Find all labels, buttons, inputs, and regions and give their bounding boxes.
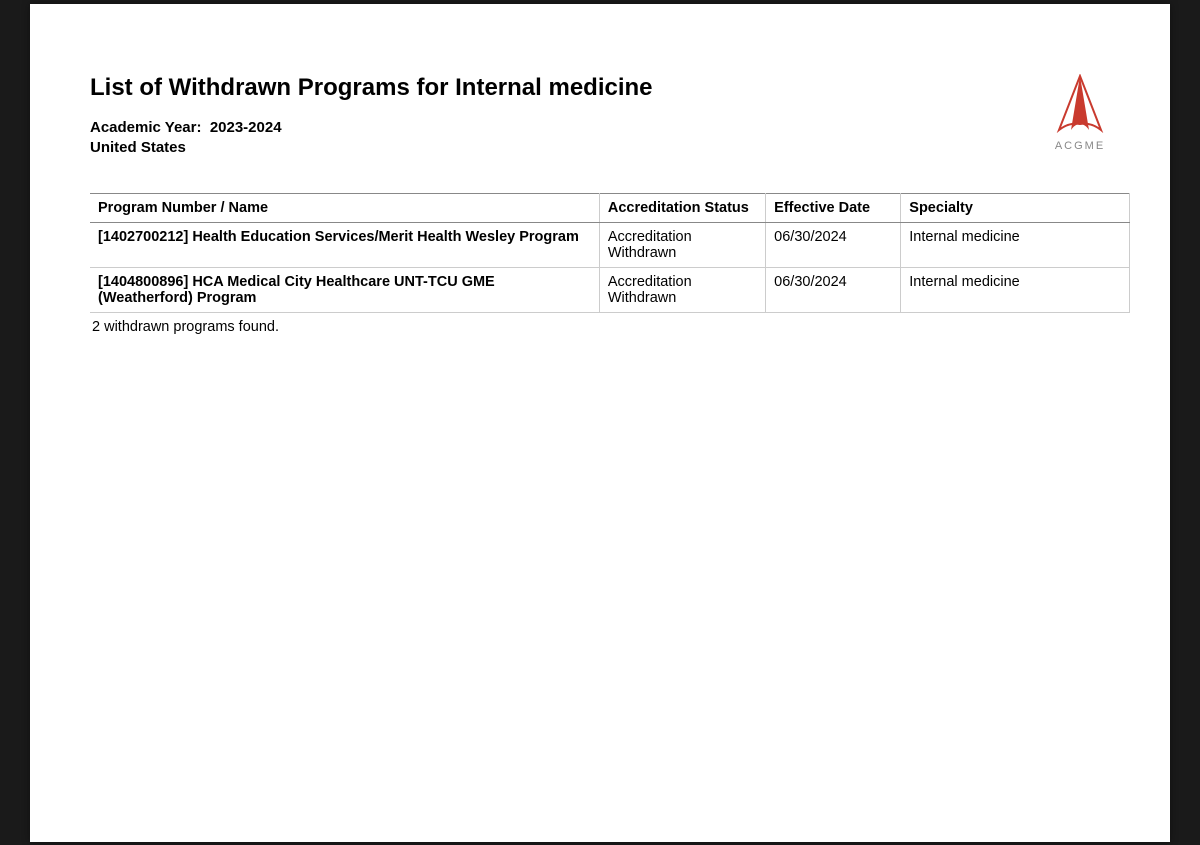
cell-program: [1404800896] HCA Medical City Healthcare… xyxy=(90,268,599,313)
cell-status: Accreditation Withdrawn xyxy=(599,268,765,313)
cell-specialty: Internal medicine xyxy=(901,268,1130,313)
page-title: List of Withdrawn Programs for Internal … xyxy=(90,74,1040,102)
table-body: [1402700212] Health Education Services/M… xyxy=(90,223,1130,313)
col-header-status: Accreditation Status xyxy=(599,194,765,223)
cell-date: 06/30/2024 xyxy=(766,268,901,313)
table-row: [1402700212] Health Education Services/M… xyxy=(90,223,1130,268)
document-page: List of Withdrawn Programs for Internal … xyxy=(30,4,1170,842)
acgme-logo-text: ACGME xyxy=(1055,140,1105,152)
table-row: [1404800896] HCA Medical City Healthcare… xyxy=(90,268,1130,313)
subtitle-block: Academic Year: 2023-2024 United States xyxy=(90,118,1040,157)
col-header-specialty: Specialty xyxy=(901,194,1130,223)
table-header: Program Number / Name Accreditation Stat… xyxy=(90,194,1130,223)
country: United States xyxy=(90,139,186,156)
academic-year-value: 2023-2024 xyxy=(210,119,282,136)
cell-status: Accreditation Withdrawn xyxy=(599,223,765,268)
acgme-logo: ACGME xyxy=(1040,74,1120,152)
col-header-date: Effective Date xyxy=(766,194,901,223)
header-row: List of Withdrawn Programs for Internal … xyxy=(90,74,1130,157)
academic-year-label: Academic Year: xyxy=(90,119,201,136)
col-header-program: Program Number / Name xyxy=(90,194,599,223)
programs-table: Program Number / Name Accreditation Stat… xyxy=(90,193,1130,313)
result-count: 2 withdrawn programs found. xyxy=(90,313,1130,341)
cell-program: [1402700212] Health Education Services/M… xyxy=(90,223,599,268)
header-text-block: List of Withdrawn Programs for Internal … xyxy=(90,74,1040,157)
cell-date: 06/30/2024 xyxy=(766,223,901,268)
acgme-logo-icon xyxy=(1045,74,1115,134)
cell-specialty: Internal medicine xyxy=(901,223,1130,268)
